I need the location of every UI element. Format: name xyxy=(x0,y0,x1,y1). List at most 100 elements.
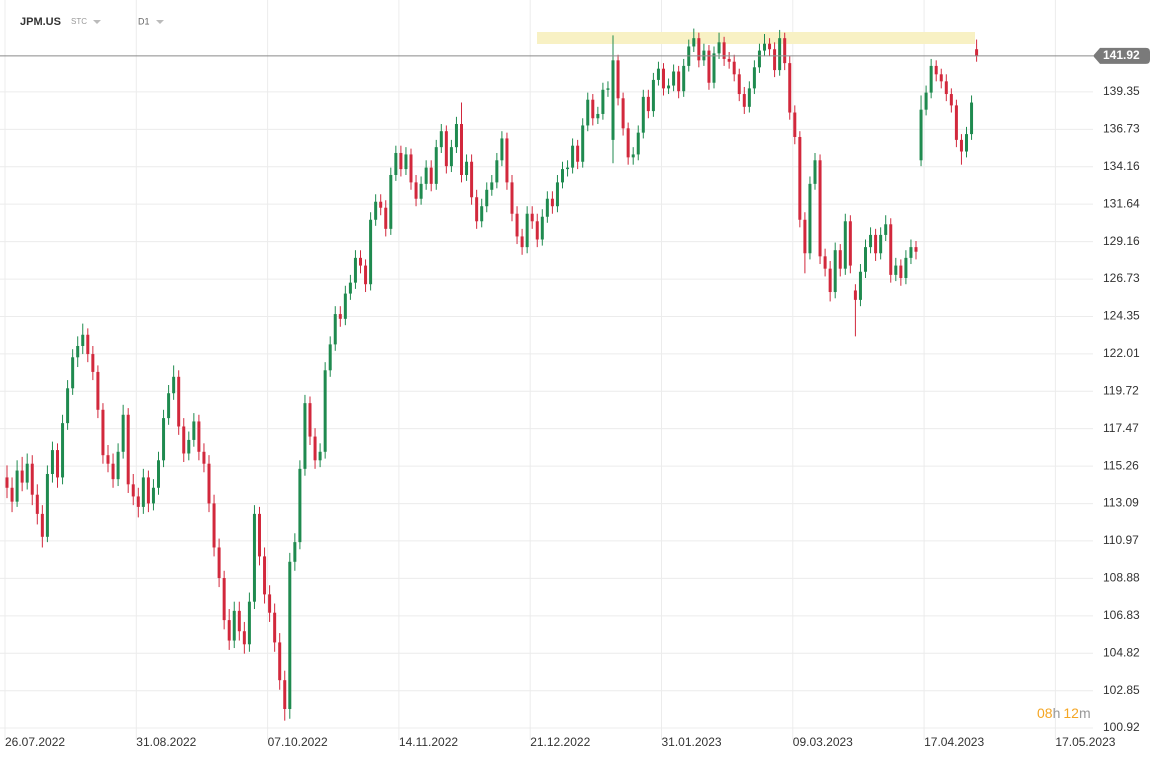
candle-body xyxy=(773,49,777,71)
candle-body xyxy=(732,61,736,75)
candle-body xyxy=(722,42,726,59)
y-tick-label: 124.35 xyxy=(1103,309,1140,323)
candle-body xyxy=(460,124,463,175)
countdown-hours-unit: h xyxy=(1053,705,1061,721)
candle-body xyxy=(288,561,292,709)
candle-body xyxy=(606,88,610,90)
last-price-label: 141.92 xyxy=(1103,48,1140,62)
candle-body xyxy=(106,455,110,464)
candle-body xyxy=(157,460,160,488)
candle-body xyxy=(823,256,827,269)
y-tick-label: 106.83 xyxy=(1103,608,1140,622)
candle-body xyxy=(434,147,438,184)
candle-body xyxy=(389,174,393,229)
candle-body xyxy=(485,189,489,207)
market-caret[interactable] xyxy=(93,20,101,24)
y-tick-label: 100.92 xyxy=(1103,720,1140,734)
candle-body xyxy=(646,96,650,112)
y-tick-label: 131.64 xyxy=(1103,196,1140,210)
candle-body xyxy=(172,376,176,394)
last-price-tag xyxy=(1093,47,1150,64)
candle-body xyxy=(545,198,549,217)
candle-body xyxy=(374,201,378,220)
y-tick-label: 134.16 xyxy=(1103,159,1140,173)
candle-body xyxy=(889,224,893,275)
candle-body xyxy=(535,221,539,240)
candle-body xyxy=(894,265,898,275)
countdown: 08h 12m xyxy=(1037,705,1091,721)
candle-body xyxy=(465,161,469,175)
candle-body xyxy=(768,43,772,50)
candle-body xyxy=(939,74,943,82)
symbol[interactable]: JPM.US xyxy=(20,16,61,28)
candle-body xyxy=(247,601,251,645)
candle-body xyxy=(656,68,660,80)
candle-body xyxy=(884,224,888,235)
candle-body xyxy=(601,89,605,114)
candle-body xyxy=(858,271,862,300)
candle-body xyxy=(682,65,686,92)
resistance-zone xyxy=(537,32,975,44)
candle-body xyxy=(576,145,580,162)
candle-body xyxy=(313,436,317,461)
candle-body xyxy=(909,247,913,258)
candle-body xyxy=(899,265,903,278)
candle-body xyxy=(192,421,196,440)
candle-body xyxy=(404,154,408,170)
candle-body xyxy=(364,265,368,285)
candle-body xyxy=(515,213,519,237)
interval[interactable]: D1 xyxy=(138,16,150,26)
candle-body xyxy=(111,463,115,480)
candle-body xyxy=(879,234,883,254)
candle-body xyxy=(621,98,625,129)
candle-body xyxy=(15,470,19,502)
candle-body xyxy=(268,594,272,613)
candle-body xyxy=(813,160,817,184)
candle-body xyxy=(146,477,150,504)
candle-body xyxy=(273,612,277,643)
candle-body xyxy=(616,60,620,99)
candle-body xyxy=(965,134,968,152)
x-tick-label: 09.03.2023 xyxy=(793,735,853,749)
candle-body xyxy=(35,494,39,514)
candle-body xyxy=(384,207,388,229)
candle-body xyxy=(30,463,34,495)
candle-body xyxy=(470,161,474,198)
interval-caret[interactable] xyxy=(156,20,164,24)
market[interactable]: STC xyxy=(71,17,87,26)
candle-body xyxy=(162,418,166,461)
candle-body xyxy=(949,94,953,106)
candle-body xyxy=(970,102,974,135)
candle-body xyxy=(490,182,494,190)
candle-body xyxy=(550,198,554,207)
candle-body xyxy=(177,376,181,427)
candle-body xyxy=(944,81,948,95)
candle-body xyxy=(167,393,171,419)
candle-body xyxy=(783,38,787,64)
candle-body xyxy=(278,642,282,681)
candle-body xyxy=(818,160,822,257)
y-tick-label: 102.85 xyxy=(1103,683,1140,697)
candle-body xyxy=(318,451,322,461)
candle-body xyxy=(96,371,100,410)
candle-body xyxy=(641,96,645,133)
x-tick-label: 17.04.2023 xyxy=(924,735,984,749)
candle-body xyxy=(379,201,383,208)
candle-body xyxy=(131,484,135,497)
candle-body xyxy=(91,354,95,372)
candle-body xyxy=(45,473,49,537)
candle-body xyxy=(439,131,443,148)
candle-body xyxy=(328,344,332,371)
candle-body xyxy=(667,85,671,89)
candle-body xyxy=(263,556,267,595)
candle-body xyxy=(202,451,206,464)
candle-body xyxy=(348,282,352,294)
candle-body xyxy=(283,680,287,709)
candle-body xyxy=(25,463,29,483)
candle-body xyxy=(853,290,857,300)
candle-body xyxy=(530,213,534,222)
candle-body xyxy=(258,513,261,557)
candle-body xyxy=(293,542,297,562)
candle-body xyxy=(525,213,529,248)
candle-body xyxy=(581,125,585,162)
